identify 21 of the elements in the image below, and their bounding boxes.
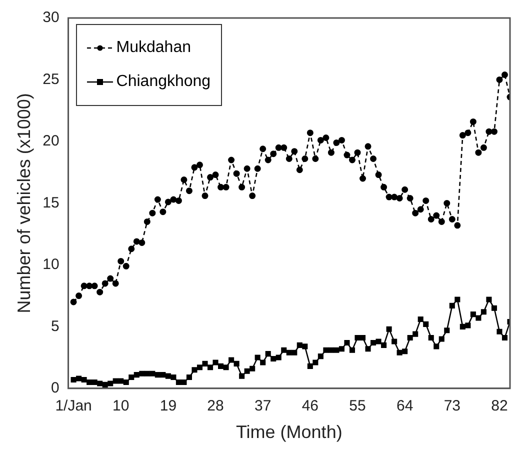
x-tick-label: 10 <box>112 398 130 415</box>
y-tick-label: 15 <box>42 194 60 212</box>
y-tick-label: 5 <box>50 318 60 335</box>
x-tick-label: 37 <box>254 398 272 415</box>
x-tick-label: 46 <box>302 398 319 415</box>
y-axis-title: Number of vehicles (x1000) <box>14 93 34 314</box>
x-tick-label: 82 <box>491 398 508 415</box>
x-tick-label: 19 <box>160 398 177 415</box>
x-tick-label: 1/Jan <box>55 398 92 415</box>
y-tick-label: 30 <box>42 9 60 26</box>
x-tick-label: 64 <box>396 398 414 415</box>
legend-label: Chiangkhong <box>116 73 211 91</box>
y-tick-label: 0 <box>50 380 60 397</box>
x-tick-label: 28 <box>207 398 224 415</box>
y-tick-label: 25 <box>42 70 60 88</box>
y-tick-label: 10 <box>42 256 60 274</box>
x-tick-label: 73 <box>444 398 460 415</box>
x-axis-title: Time (Month) <box>236 422 342 442</box>
y-tick-label: 20 <box>42 132 60 150</box>
legend-label: Mukdahan <box>116 39 191 57</box>
x-tick-label: 55 <box>349 398 366 415</box>
